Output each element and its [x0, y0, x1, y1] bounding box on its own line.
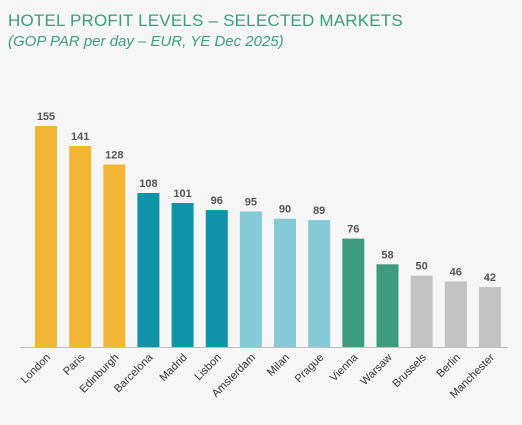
category-label-lisbon: Lisbon [193, 352, 224, 383]
data-label-edinburgh: 128 [105, 150, 123, 162]
category-label-berlin: Berlin [435, 352, 463, 380]
data-label-paris: 141 [71, 131, 89, 143]
category-label-paris: Paris [61, 351, 88, 378]
category-label-warsaw: Warsaw [358, 352, 394, 388]
data-label-prague: 89 [313, 205, 325, 217]
category-label-madrid: Madrid [157, 352, 189, 384]
bar-milan [274, 218, 296, 347]
category-label-brussels: Brussels [390, 351, 429, 390]
data-label-milan: 90 [279, 204, 291, 216]
data-label-brussels: 50 [415, 261, 427, 273]
data-label-vienna: 76 [347, 224, 359, 236]
bar-berlin [444, 281, 467, 347]
data-label-amsterdam: 95 [245, 197, 257, 209]
bar-london [35, 126, 57, 347]
category-label-prague: Prague [293, 352, 327, 386]
chart-subtitle: (GOP PAR per day – EUR, YE Dec 2025) [8, 33, 284, 50]
data-label-berlin: 46 [450, 266, 462, 278]
data-label-lisbon: 96 [211, 195, 223, 207]
chart-title: HOTEL PROFIT LEVELS – SELECTED MARKETS [8, 11, 403, 30]
data-label-london: 155 [37, 111, 55, 123]
category-label-vienna: Vienna [328, 351, 361, 384]
data-label-barcelona: 108 [139, 178, 157, 190]
bar-edinburgh [103, 164, 126, 347]
bar-barcelona [137, 193, 160, 347]
bar-paris [69, 146, 92, 347]
bar-prague [308, 220, 331, 347]
category-label-london: London [19, 352, 53, 386]
category-label-milan: Milan [265, 352, 292, 379]
bar-manchester [478, 287, 501, 347]
data-label-warsaw: 58 [381, 249, 393, 261]
bar-amsterdam [239, 211, 262, 347]
data-label-madrid: 101 [173, 188, 191, 200]
bar-brussels [410, 275, 433, 347]
bar-lisbon [205, 210, 228, 347]
data-label-manchester: 42 [484, 272, 496, 284]
bar-madrid [171, 203, 194, 347]
bar-warsaw [376, 264, 399, 347]
bar-vienna [342, 238, 365, 347]
